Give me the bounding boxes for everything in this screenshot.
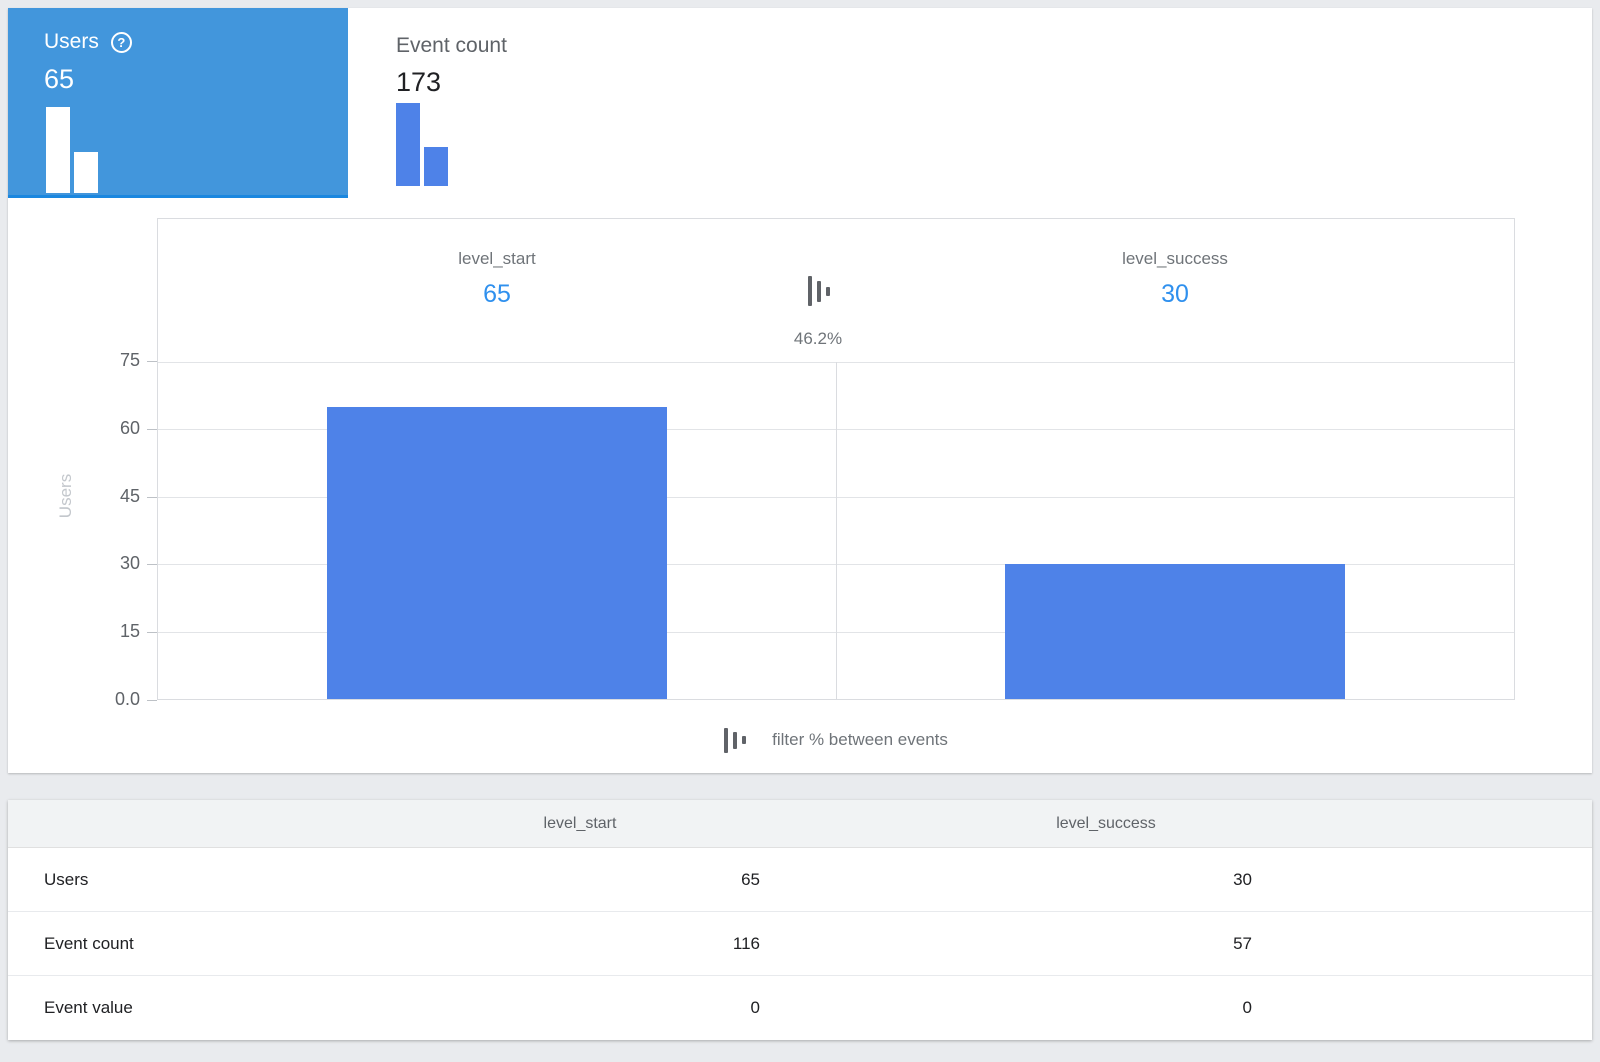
table-row: Event count 116 57 <box>8 912 1592 976</box>
funnel-bar-level_success[interactable] <box>1005 564 1345 699</box>
table-row: Users 65 30 <box>8 848 1592 912</box>
event-data-table: level_start level_success Users 65 30 Ev… <box>8 800 1592 1040</box>
y-axis-title: Users <box>56 473 75 519</box>
y-tick-label: 30 <box>119 553 140 573</box>
column-header-level_success: level_success <box>1056 814 1156 832</box>
row-label: Event value <box>44 998 133 1017</box>
metric-tab-users-value: 65 <box>44 64 75 94</box>
chart-legend: filter % between events <box>157 721 1515 759</box>
conversion-rate: 46.2% <box>793 329 843 348</box>
filter-percent-icon[interactable] <box>808 276 830 311</box>
step-label: level_success <box>1122 249 1228 268</box>
step-label: level_start <box>458 249 536 268</box>
y-tick-label: 75 <box>119 350 140 370</box>
y-tick-label: 15 <box>119 621 140 641</box>
plot-grid-area <box>158 362 1514 699</box>
row-label: Users <box>44 869 89 889</box>
help-icon[interactable]: ? <box>110 31 132 53</box>
cell-value: 0 <box>1242 998 1252 1017</box>
step-divider-line <box>836 362 837 699</box>
y-tick <box>147 700 157 701</box>
metric-tab-event-count[interactable]: Event count 173 <box>395 8 635 198</box>
step-value: 30 <box>1161 280 1189 308</box>
legend-label: filter % between events <box>772 730 948 749</box>
funnel-bar-level_start[interactable] <box>327 406 667 699</box>
funnel-step-level_success: level_success 30 <box>836 219 1514 309</box>
column-header-level_start: level_start <box>543 814 617 832</box>
mini-bar-chart-icon <box>46 107 98 193</box>
cell-value: 0 <box>750 998 760 1017</box>
table-header-row: level_start level_success <box>8 800 1592 848</box>
table-row: Event value 0 0 <box>8 976 1592 1040</box>
mini-bar-chart-icon <box>396 103 448 186</box>
metric-tab-users-label: Users <box>44 30 99 53</box>
y-tick <box>147 632 157 633</box>
cell-value: 30 <box>1233 869 1252 889</box>
y-tick-label: 0.0 <box>114 689 140 709</box>
filter-percent-icon <box>724 727 747 753</box>
y-tick-label: 60 <box>119 418 140 438</box>
funnel-plot: level_start 65 46.2% level_success 30 <box>157 218 1515 700</box>
row-label: Event count <box>44 933 134 953</box>
funnel-chart-card: Users ? 65 Event count 173 <box>8 8 1592 773</box>
y-tick-label: 45 <box>119 486 140 506</box>
cell-value: 116 <box>732 933 760 953</box>
y-tick <box>147 564 157 565</box>
cell-value: 65 <box>741 869 760 889</box>
y-tick <box>147 361 157 362</box>
y-tick <box>147 497 157 498</box>
cell-value: 57 <box>1233 933 1252 953</box>
y-tick <box>147 429 157 430</box>
metric-tab-users[interactable]: Users ? 65 <box>8 8 348 198</box>
metric-tab-event-count-value: 173 <box>396 67 442 97</box>
metric-tab-event-count-label: Event count <box>396 34 507 57</box>
step-value: 65 <box>483 280 511 308</box>
funnel-step-level_start: level_start 65 <box>158 219 836 309</box>
